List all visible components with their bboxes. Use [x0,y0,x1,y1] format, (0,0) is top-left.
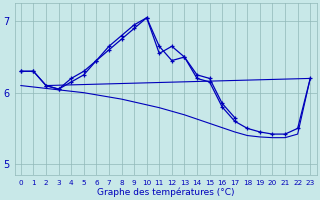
X-axis label: Graphe des températures (°C): Graphe des températures (°C) [97,187,234,197]
